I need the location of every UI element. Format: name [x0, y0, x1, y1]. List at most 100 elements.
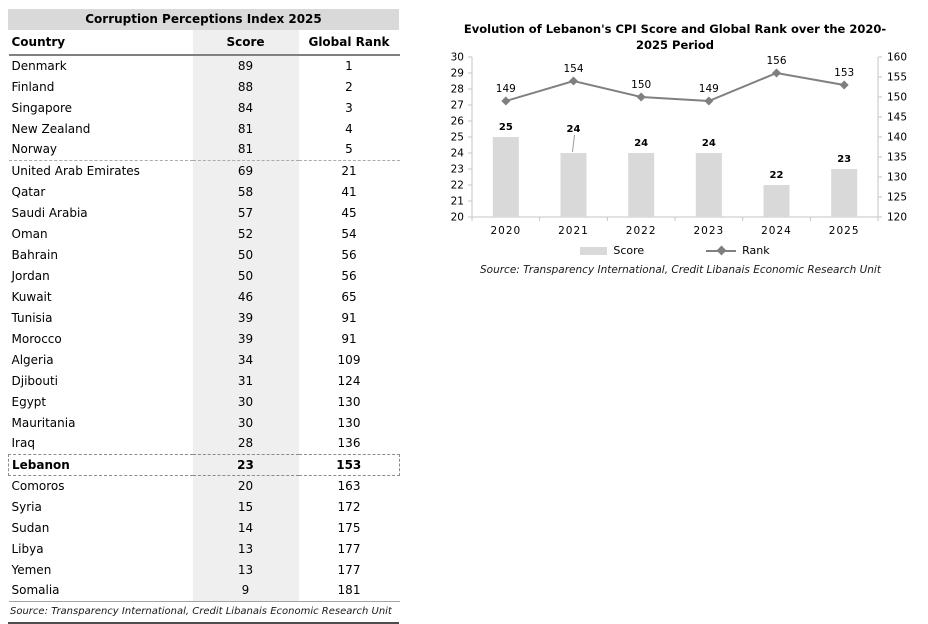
cell-score: 58 [192, 181, 299, 202]
cell-country: New Zealand [11, 121, 91, 136]
cell-score: 23 [192, 453, 299, 476]
chart-legend: Score Rank [440, 244, 910, 257]
svg-text:2024: 2024 [761, 225, 792, 237]
cell-country: Norway [8, 139, 193, 161]
svg-text:149: 149 [496, 83, 516, 95]
svg-text:26: 26 [451, 116, 465, 128]
cell-country: United Arab Emirates [11, 163, 140, 178]
cell-country: Djibouti [11, 373, 59, 388]
cell-global-rank: 175 [337, 520, 361, 535]
table-row: Lebanon 23 153 [8, 453, 400, 476]
svg-text:28: 28 [451, 84, 464, 96]
svg-text:25: 25 [451, 132, 464, 144]
chart-source-note: Source: Transparency International, Cred… [480, 264, 881, 276]
cell-score: 52 [192, 223, 299, 244]
table-row: Qatar 58 41 [9, 181, 400, 202]
cell-country: Morocco [11, 331, 62, 346]
svg-text:2023: 2023 [693, 225, 724, 237]
cell-global-rank: 3 [345, 100, 353, 115]
rank-data-labels: 149 154 150 149 156 153 [496, 55, 854, 95]
table-row: Syria 15 172 [9, 496, 400, 517]
svg-text:150: 150 [887, 92, 907, 104]
cell-score: 13 [192, 559, 299, 580]
svg-text:24: 24 [567, 124, 581, 135]
rank-line-swatch-icon [706, 245, 737, 256]
legend-item-rank: Rank [706, 244, 770, 257]
left-axis: 20 21 22 23 24 25 26 27 28 29 30 [451, 52, 473, 224]
svg-text:23: 23 [837, 154, 851, 165]
table-source-note: Source: Transparency International, Cred… [8, 602, 399, 624]
table-row: Comoros 20 163 [9, 475, 400, 496]
svg-text:30: 30 [451, 52, 464, 64]
svg-text:2020: 2020 [490, 225, 521, 237]
table-row: Oman 52 54 [9, 223, 400, 244]
cell-country: Bahrain [11, 247, 58, 262]
score-data-labels: 25 24 24 24 22 23 [499, 122, 851, 181]
cell-global-rank: 91 [341, 331, 357, 346]
cell-score: 34 [192, 349, 299, 370]
column-header-score: Score [192, 30, 299, 56]
svg-text:149: 149 [699, 83, 719, 95]
cell-country: Oman [11, 226, 48, 241]
table-row: Egypt 30 130 [9, 391, 400, 412]
cell-global-rank: 56 [341, 268, 357, 283]
cell-global-rank: 153 [298, 453, 400, 476]
cell-score: 30 [192, 391, 299, 412]
table-row: Norway 81 5 [8, 139, 400, 161]
column-header-global-rank: Global Rank [298, 30, 400, 56]
table-row: United Arab Emirates 69 21 [9, 160, 400, 181]
chart-title: Evolution of Lebanon's CPI Score and Glo… [463, 22, 887, 53]
table-row: Singapore 84 3 [9, 97, 400, 118]
svg-text:24: 24 [634, 138, 648, 149]
cell-country: Jordan [11, 268, 50, 283]
cell-score: 81 [192, 139, 299, 161]
cell-global-rank: 41 [341, 184, 357, 199]
table-row: Kuwait 46 65 [9, 286, 400, 307]
cell-country: Libya [11, 541, 44, 556]
svg-text:25: 25 [499, 122, 513, 133]
svg-text:20: 20 [451, 212, 464, 224]
cell-country: Algeria [11, 352, 54, 367]
cell-country: Somalia [8, 580, 193, 602]
svg-text:27: 27 [451, 100, 464, 112]
table-row: Yemen 13 177 [9, 559, 400, 580]
cell-score: 39 [192, 307, 299, 328]
cell-global-rank: 177 [337, 562, 361, 577]
svg-text:145: 145 [887, 112, 907, 124]
svg-text:24: 24 [702, 138, 716, 149]
svg-text:2025: 2025 [829, 225, 860, 237]
table-row: Bahrain 50 56 [9, 244, 400, 265]
legend-label-rank: Rank [742, 244, 770, 257]
cell-global-rank: 136 [337, 436, 361, 451]
cell-score: 84 [192, 97, 299, 118]
cell-country: Qatar [11, 184, 46, 199]
svg-text:154: 154 [563, 63, 583, 75]
cell-global-rank: 91 [341, 310, 357, 325]
cell-country: Yemen [11, 562, 52, 577]
cell-country: Mauritania [11, 415, 76, 430]
cell-country: Iraq [11, 436, 35, 451]
svg-text:130: 130 [887, 172, 907, 184]
table-row: Jordan 50 56 [9, 265, 400, 286]
svg-text:140: 140 [887, 132, 907, 144]
cell-global-rank: 130 [337, 394, 361, 409]
table-row: Somalia 9 181 [8, 580, 400, 602]
table-row: Algeria 34 109 [9, 349, 400, 370]
cell-global-rank: 163 [337, 478, 361, 493]
svg-text:153: 153 [834, 67, 854, 79]
svg-text:120: 120 [887, 212, 907, 224]
cell-global-rank: 56 [341, 247, 357, 262]
cell-score: 69 [192, 160, 299, 181]
table-row: New Zealand 81 4 [9, 118, 400, 139]
svg-text:22: 22 [770, 170, 784, 181]
cell-global-rank: 130 [337, 415, 361, 430]
svg-text:155: 155 [887, 72, 907, 84]
table-row: Tunisia 39 91 [9, 307, 400, 328]
cell-country: Denmark [11, 59, 67, 73]
cell-score: 13 [192, 538, 299, 559]
cell-score: 14 [192, 517, 299, 538]
cell-score: 39 [192, 328, 299, 349]
cell-global-rank: 65 [341, 289, 357, 304]
svg-text:23: 23 [451, 164, 464, 176]
cell-global-rank: 54 [341, 226, 357, 241]
